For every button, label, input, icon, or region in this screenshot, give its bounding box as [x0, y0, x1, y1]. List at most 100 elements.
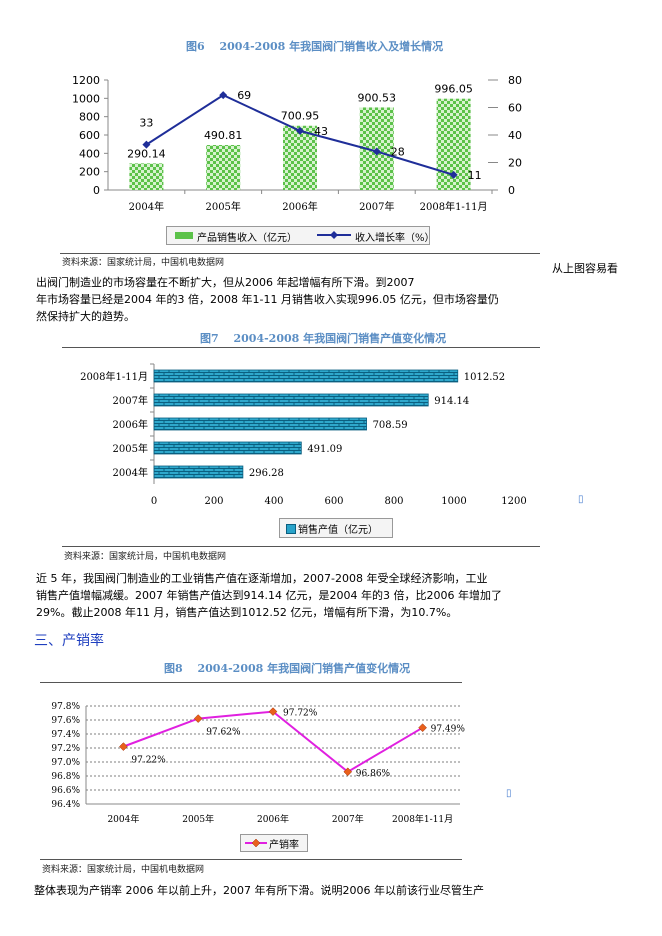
fig8-x-tick-label: 2006年: [257, 813, 289, 825]
fig8-y-tick-label: 97.2%: [51, 744, 80, 754]
fig6-growth-point: [296, 126, 304, 135]
fig7-bar: [153, 369, 459, 383]
fig8-source: 资料来源：国家统计局，中国机电数据网: [42, 865, 205, 875]
fig6-growth-point: [219, 91, 228, 100]
para1-line2: 年市场容量已经是2004 年的3 倍，2008 年1-11 月销售收入实现996…: [36, 293, 499, 306]
fig8-axes: 96.4% 96.6% 96.8% 97.0% 97.2% 97.4% 97.6% 97.8%: [51, 702, 460, 810]
fig6-growth-value-label: 33: [139, 117, 153, 130]
fig7-axes: 0 200 400 600 800 1000 1200: [150, 363, 527, 507]
fig6-source: 资料来源：国家统计局，中国机电数据网: [62, 258, 225, 268]
side-note: 从上图容易看: [552, 262, 618, 275]
fig7-source: 资料来源：国家统计局，中国机电数据网: [64, 552, 227, 562]
fig7-category-label: 2007年: [113, 394, 148, 407]
para2-line1: 近 5 年，我国阀门制造业的工业销售产值在逐渐增加，2007-2008 年受全球…: [36, 572, 488, 585]
fig6-x-tick-label: 2006年: [282, 200, 317, 213]
fig7-legend-label: 销售产值（亿元）: [298, 525, 378, 536]
fig8-rate-value-label: 96.86%: [356, 769, 391, 779]
fig6-growth-point: [142, 140, 151, 149]
fig6-growth-point: [449, 170, 458, 179]
fig7-bar-value-label: 914.14: [434, 396, 469, 407]
fig6-bar-value-label: 290.14: [127, 147, 165, 160]
fig6-chart: 0 200 400 600 800 1000 1200 0 20 40 60 80 2004年 290.…: [72, 74, 522, 213]
fig8-top-rule: [40, 682, 462, 683]
fig6-left-tick-label: 1200: [72, 74, 100, 87]
fig7-bar: [153, 465, 244, 479]
fig6-left-tick-label: 600: [79, 129, 100, 142]
fig6-left-tick-label: 400: [79, 147, 100, 160]
fig7-legend-swatch: [286, 524, 296, 534]
fig7-chart: 0 200 400 600 800 1000 1200 2008年1-11月 1012.522…: [80, 363, 527, 507]
fig8-rate-value-label: 97.62%: [206, 728, 241, 738]
fig6-legend-line-swatch: [317, 231, 351, 239]
para3-line1: 整体表现为产销率 2006 年以前上升，2007 年有所下滑。说明2006 年以…: [34, 884, 484, 897]
fig8-y-tick-label: 97.0%: [51, 758, 80, 768]
fig7-title: 图7 2004-2008 年我国阀门销售产值变化情况: [200, 332, 447, 345]
fig6-labels: 2004年 290.14 2005年 490.81 2006年 700.95 2007年 90…: [127, 83, 487, 213]
fig8-chart: 96.4% 96.6% 96.8% 97.0% 97.2% 97.4% 97.6% 97.8%…: [51, 702, 466, 825]
fig7-bar-value-label: 491.09: [307, 444, 342, 455]
fig6-x-tick-label: 2004年: [129, 200, 164, 213]
marker-glyph-1: ▯: [578, 494, 584, 505]
fig8-x-tick-label: 2005年: [182, 813, 214, 825]
marker-glyph-2: ▯: [506, 788, 512, 799]
fig8-rate-point: [418, 723, 427, 733]
fig6-legend-bar-label: 产品销售收入（亿元）: [197, 233, 297, 244]
fig7-x-tick-label: 1200: [501, 496, 526, 507]
fig6-growth-value-label: 28: [391, 146, 405, 159]
fig7-x-tick-label: 800: [384, 496, 403, 507]
fig7-divider: [62, 546, 540, 547]
fig8-x-tick-label: 2004年: [107, 813, 139, 825]
fig8-rate-value-label: 97.49%: [431, 725, 466, 735]
fig7-x-tick-label: 1000: [441, 496, 466, 507]
fig6-bar: [206, 145, 241, 190]
fig8-y-tick-label: 96.4%: [51, 800, 80, 810]
fig8-line: [119, 707, 427, 777]
fig6-right-tick-label: 20: [508, 157, 522, 170]
fig6-left-tick-label: 200: [79, 166, 100, 179]
fig6-left-tick-label: 800: [79, 111, 100, 124]
fig8-y-tick-label: 96.8%: [51, 772, 80, 782]
fig7-category-label: 2004年: [113, 466, 148, 479]
fig6-legend-bar-swatch: [175, 232, 193, 239]
para2-line3: 29%。截止2008 年11 月，销售产值达到1012.52 亿元，增幅有所下滑…: [36, 606, 458, 619]
fig6-growth-value-label: 11: [468, 169, 482, 182]
section-heading: 三、产销率: [34, 633, 104, 649]
fig8-legend-label: 产销率: [269, 840, 299, 851]
fig8-x-tick-label: 2008年1-11月: [392, 813, 453, 825]
fig6-axes: 0 200 400 600 800 1000 1200 0 20 40 60 80: [72, 74, 522, 197]
fig8-title: 图8 2004-2008 年我国阀门销售产值变化情况: [164, 662, 411, 675]
fig6-left-tick-label: 1000: [72, 92, 100, 105]
fig6-x-tick-label: 2005年: [205, 200, 240, 213]
fig8-y-tick-label: 97.8%: [51, 702, 80, 712]
fig7-bar: [153, 417, 367, 431]
fig6-growth-point: [372, 147, 381, 156]
fig6-line: [142, 91, 458, 179]
fig7-top-rule: [62, 347, 540, 348]
fig6-bar-value-label: 900.53: [358, 91, 397, 104]
fig7-x-tick-label: 600: [324, 496, 343, 507]
fig8-rate-line: [123, 710, 424, 774]
fig6-bar: [283, 125, 317, 190]
fig6-right-tick-label: 60: [508, 102, 522, 115]
fig6-growth-value-label: 69: [237, 89, 251, 102]
fig8-rate-value-label: 97.22%: [131, 756, 166, 766]
fig8-rate-point: [193, 714, 203, 723]
fig7-category-label: 2005年: [113, 442, 148, 455]
fig6-left-tick-label: 0: [93, 184, 100, 197]
fig7-bar-value-label: 296.28: [249, 468, 284, 479]
fig8-rate-point: [343, 767, 353, 777]
fig7-bar-value-label: 1012.52: [464, 372, 505, 383]
fig6-bar: [129, 163, 164, 190]
fig8-y-tick-label: 97.6%: [51, 716, 80, 726]
fig6-growth-value-label: 43: [314, 125, 328, 138]
fig7-x-tick-label: 0: [151, 496, 157, 507]
fig7-bar-value-label: 708.59: [373, 420, 408, 431]
fig8-y-tick-label: 96.6%: [51, 786, 80, 796]
fig7-legend: 销售产值（亿元）: [279, 518, 393, 538]
fig6-bar-value-label: 996.05: [434, 83, 473, 96]
fig7-bar: [153, 441, 302, 455]
fig6-divider: [60, 253, 540, 254]
fig7-category-label: 2008年1-11月: [80, 370, 148, 383]
fig7-bars: [153, 369, 459, 479]
para2-line2: 销售产值增幅减缓。2007 年销售产值达到914.14 亿元，是2004 年的3…: [36, 589, 502, 602]
